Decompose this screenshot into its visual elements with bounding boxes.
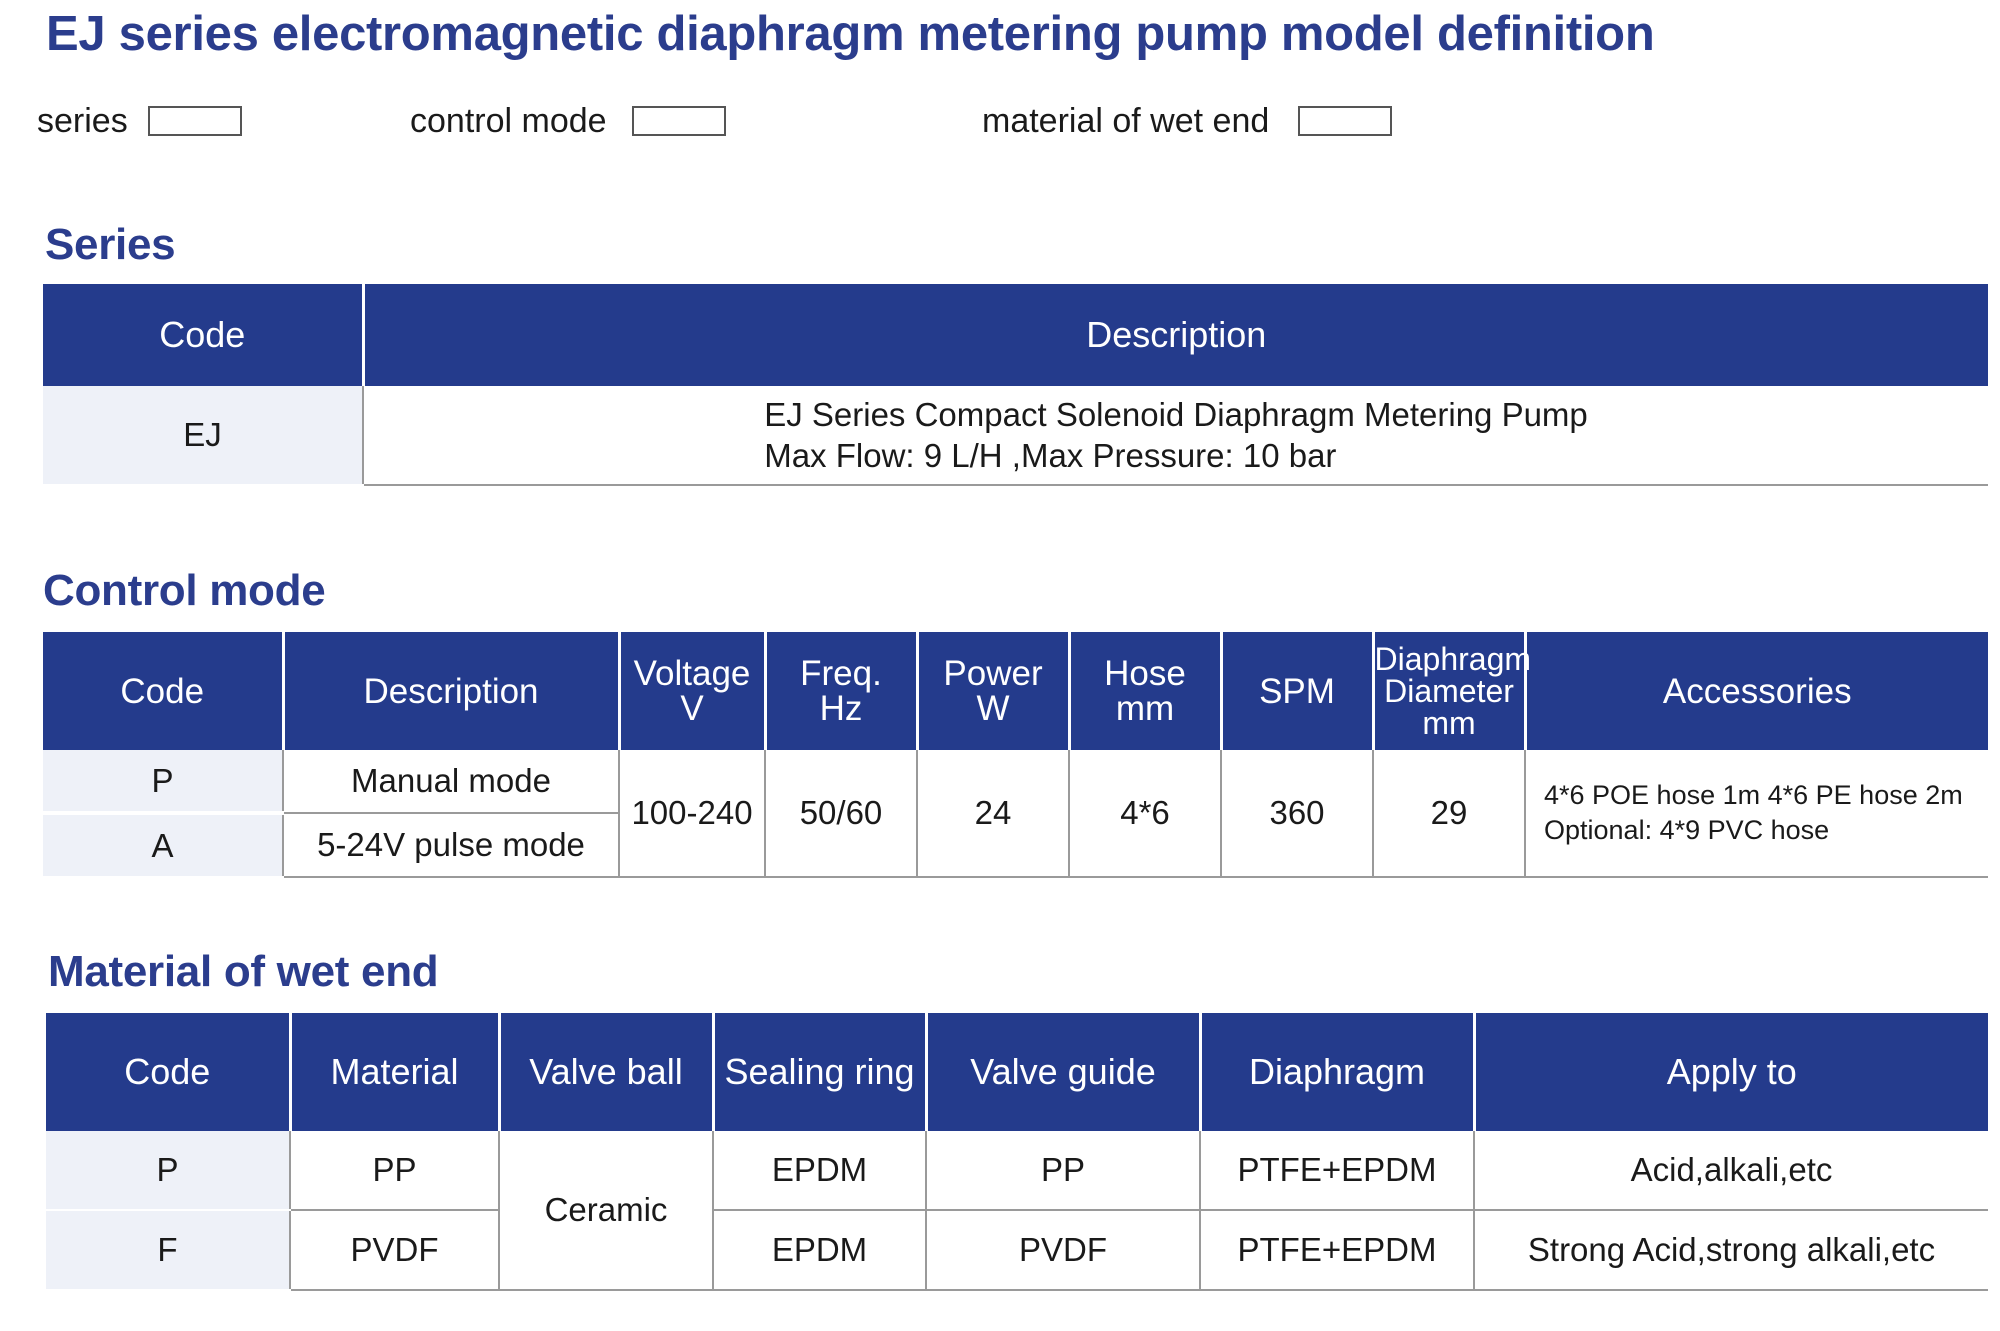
control-description-manual: Manual mode	[282, 750, 619, 814]
accessories-cell: 4*6 POE hose 1m 4*6 PE hose 2m Optional:…	[1524, 750, 1988, 878]
hose-cell: 4*6	[1068, 750, 1221, 878]
control-header-diaphragm: Diaphragm Diameter mm	[1371, 632, 1531, 750]
valve-guide-f: PVDF	[925, 1210, 1200, 1291]
series-table: Code Description EJ EJ Series Compact So…	[43, 284, 1988, 486]
series-header-code: Code	[43, 284, 363, 386]
valve-ball-cell: Ceramic	[498, 1131, 713, 1291]
series-label: series	[37, 102, 128, 140]
power-cell: 24	[916, 750, 1069, 878]
material-pp: PP	[289, 1131, 499, 1211]
spm-cell: 360	[1220, 750, 1373, 878]
material-header-sealing-ring: Sealing ring	[711, 1013, 926, 1131]
control-header-voltage: Voltage V	[617, 632, 765, 750]
material-pvdf: PVDF	[289, 1210, 499, 1291]
material-label: material of wet end	[982, 102, 1270, 140]
sealing-ring-p: EPDM	[712, 1131, 926, 1211]
table-row: A 5-24V pulse mode	[43, 813, 1988, 878]
material-header-valve-ball: Valve ball	[497, 1013, 713, 1131]
control-header-power: Power W	[915, 632, 1069, 750]
material-header-code: Code	[46, 1013, 290, 1131]
apply-to-p: Acid,alkali,etc	[1473, 1131, 1988, 1211]
accessories-line1: 4*6 POE hose 1m 4*6 PE hose 2m	[1544, 779, 1963, 810]
series-section-title: Series	[45, 220, 176, 269]
control-mode-box	[632, 106, 726, 136]
control-header-freq: Freq. Hz	[763, 632, 917, 750]
control-header-hose: Hose mm	[1067, 632, 1221, 750]
control-description-pulse: 5-24V pulse mode	[282, 813, 619, 878]
diaphragm-f: PTFE+EPDM	[1199, 1210, 1474, 1291]
control-header-accessories: Accessories	[1523, 632, 1988, 750]
material-box	[1298, 106, 1392, 136]
material-header-diaphragm: Diaphragm	[1198, 1013, 1474, 1131]
control-mode-table: Code Description Voltage V Freq. Hz Power W…	[43, 632, 1988, 878]
sealing-ring-f: EPDM	[712, 1210, 926, 1291]
series-description-cell: EJ Series Compact Solenoid Diaphragm Met…	[362, 386, 1988, 486]
material-header-apply-to: Apply to	[1472, 1013, 1988, 1131]
material-header-row: Code Material Valve ball Sealing ring Va…	[46, 1013, 1988, 1131]
table-row: F PVDF EPDM PVDF PTFE+EPDM Strong Acid,s…	[46, 1210, 1988, 1291]
voltage-cell: 100-240	[618, 750, 765, 878]
series-description: EJ Series Compact Solenoid Diaphragm Met…	[764, 394, 1588, 477]
control-header-row: Code Description Voltage V Freq. Hz Power W…	[43, 632, 1988, 750]
accessories-line2: Optional: 4*9 PVC hose	[1544, 815, 1830, 845]
material-table: Code Material Valve ball Sealing ring Va…	[46, 1013, 1988, 1291]
series-description-line1: EJ Series Compact Solenoid Diaphragm Met…	[764, 395, 1588, 433]
series-header-description: Description	[361, 284, 1988, 386]
diaphragm-cell: 29	[1372, 750, 1525, 878]
diaphragm-p: PTFE+EPDM	[1199, 1131, 1474, 1211]
series-description-line2: Max Flow: 9 L/H ,Max Pressure: 10 bar	[764, 437, 1337, 474]
material-code-f: F	[46, 1210, 290, 1291]
series-code-cell: EJ	[43, 386, 363, 486]
material-header-material: Material	[288, 1013, 499, 1131]
page-title: EJ series electromagnetic diaphragm mete…	[46, 7, 1655, 61]
table-row: P Manual mode 100-240 50/60 24 4*6 360 2…	[43, 750, 1988, 878]
control-header-description: Description	[281, 632, 619, 750]
apply-to-f: Strong Acid,strong alkali,etc	[1473, 1210, 1988, 1291]
material-code-p: P	[46, 1131, 290, 1211]
table-row: EJ EJ Series Compact Solenoid Diaphragm …	[43, 386, 1988, 486]
control-code-a: A	[43, 813, 283, 878]
control-section-title: Control mode	[43, 566, 326, 615]
material-header-valve-guide: Valve guide	[924, 1013, 1200, 1131]
model-definition-row: series control mode material of wet end	[0, 96, 2000, 146]
control-mode-label: control mode	[410, 102, 607, 140]
table-row: P PP Ceramic EPDM PP PTFE+EPDM Acid,alka…	[46, 1131, 1988, 1291]
control-header-code: Code	[43, 632, 283, 750]
series-header-row: Code Description	[43, 284, 1988, 386]
freq-cell: 50/60	[764, 750, 917, 878]
control-code-p: P	[43, 750, 283, 815]
control-header-spm: SPM	[1219, 632, 1373, 750]
material-section-title: Material of wet end	[48, 947, 439, 996]
series-box	[148, 106, 242, 136]
valve-guide-p: PP	[925, 1131, 1200, 1211]
